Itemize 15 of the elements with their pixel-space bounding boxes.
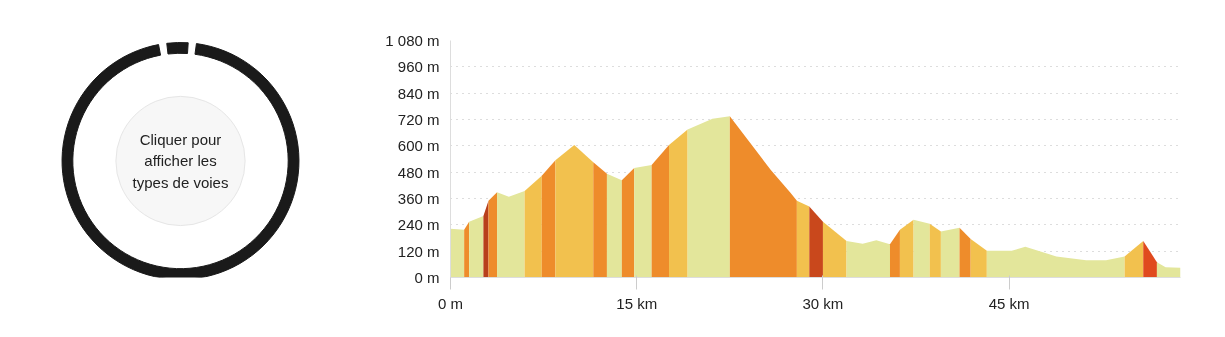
x-tick-label: 0 m: [438, 294, 464, 312]
x-tick-label: 15 km: [616, 294, 658, 312]
y-tick-label: 600 m: [397, 137, 440, 155]
text: Cliquer pour afficher les types de voies: [132, 130, 229, 192]
y-tick-label: 840 m: [397, 84, 440, 102]
x-tick-label: 45 km: [988, 294, 1030, 312]
y-tick-label: 960 m: [397, 58, 440, 76]
y-tick-label: 480 m: [397, 163, 440, 181]
y-tick-label: 0 m: [414, 269, 440, 286]
y-tick-label: 720 m: [397, 111, 440, 128]
y-tick-label: 120 m: [397, 242, 440, 260]
x-tick-label: 30 km: [802, 294, 844, 312]
y-tick-label: 240 m: [397, 216, 440, 234]
y-tick-label: 1 080 m: [385, 32, 440, 49]
y-tick-label: 360 m: [397, 190, 440, 207]
